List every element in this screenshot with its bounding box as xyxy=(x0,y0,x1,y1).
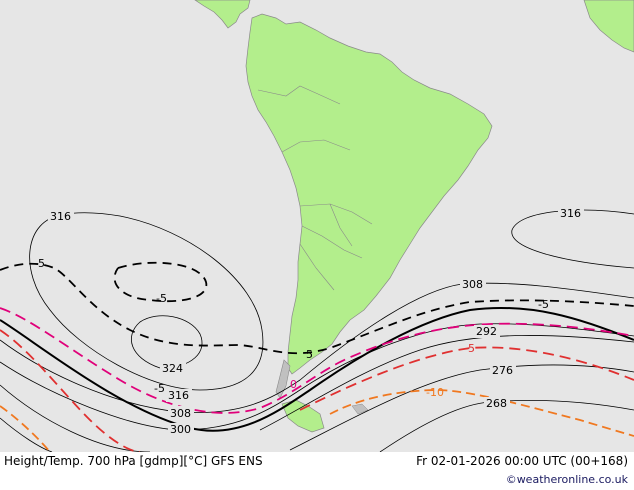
temp-labels: -5 -5 -5 -5 0 -5 -10 5 xyxy=(34,257,549,399)
label-5: 5 xyxy=(306,348,313,361)
isotherm-0 xyxy=(0,307,634,414)
label-minus5-east: -5 xyxy=(538,298,549,311)
contour-316-west xyxy=(29,212,264,391)
label-308-east: 308 xyxy=(462,278,483,291)
weather-map: 316 324 316 308 300 316 308 292 276 268 … xyxy=(0,0,634,453)
label-324: 324 xyxy=(162,362,183,375)
isotherm-minus5 xyxy=(0,329,634,453)
label-308-west: 308 xyxy=(170,407,191,420)
country-borders xyxy=(257,85,373,291)
contour-324 xyxy=(131,315,203,369)
map-canvas: 316 324 316 308 300 316 308 292 276 268 … xyxy=(0,0,634,453)
label-316-west: 316 xyxy=(50,210,71,223)
height-labels: 316 324 316 308 300 316 308 292 276 268 xyxy=(48,207,584,436)
tierra-del-fuego xyxy=(281,399,325,433)
label-minus5-red: -5 xyxy=(464,342,475,355)
label-292: 292 xyxy=(476,325,497,338)
isotherm-minus5-black xyxy=(0,262,634,355)
falkland-islands xyxy=(351,403,369,415)
label-0: 0 xyxy=(290,378,297,391)
height-contours xyxy=(0,209,634,453)
label-minus5-west: -5 xyxy=(34,257,45,270)
map-title: Height/Temp. 700 hPa [gdmp][°C] GFS ENS xyxy=(4,454,263,468)
contour-300 xyxy=(0,323,634,431)
isotherm-thick xyxy=(0,306,634,432)
label-268: 268 xyxy=(486,397,507,410)
label-276: 276 xyxy=(492,364,513,377)
label-minus5-loop: -5 xyxy=(156,292,167,305)
label-300: 300 xyxy=(170,423,191,436)
contour-308 xyxy=(0,282,634,413)
isotherm-minus10 xyxy=(0,389,634,453)
label-minus5-south: -5 xyxy=(154,382,165,395)
central-america-land xyxy=(194,0,251,29)
label-minus10: -10 xyxy=(426,386,444,399)
south-america-land xyxy=(245,13,493,375)
isotherm-minus5-loop xyxy=(113,261,208,303)
credit-link[interactable]: ©weatheronline.co.uk xyxy=(505,473,628,486)
label-316-east: 316 xyxy=(560,207,581,220)
valid-time: Fr 02-01-2026 00:00 UTC (00+168) xyxy=(416,454,628,468)
isotherms xyxy=(0,261,634,453)
map-footer: Height/Temp. 700 hPa [gdmp][°C] GFS ENS … xyxy=(0,452,634,490)
label-316-south: 316 xyxy=(168,389,189,402)
africa-land xyxy=(583,0,634,53)
contour-276 xyxy=(0,364,634,453)
